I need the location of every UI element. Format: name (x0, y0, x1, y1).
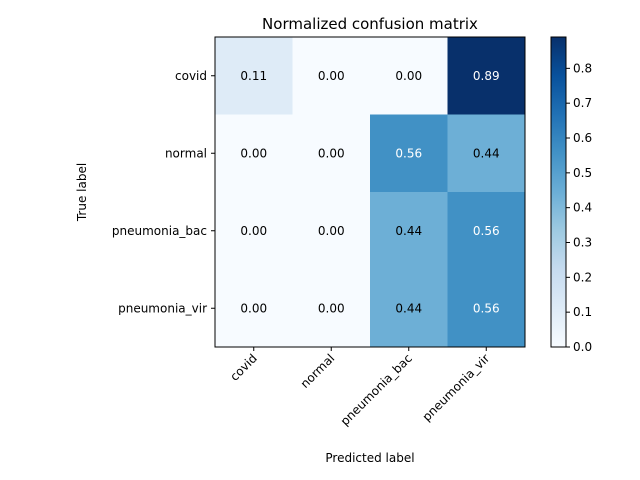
colorbar (550, 36, 567, 348)
cell-value-label: 0.00 (318, 301, 345, 315)
y-tick-label: pneumonia_vir (118, 301, 207, 315)
y-tick-label: covid (175, 69, 207, 83)
cell-value-label: 0.00 (318, 69, 345, 83)
heatmap-cell (292, 114, 371, 193)
heatmap-cell (292, 37, 371, 115)
cell-value-label: 0.00 (240, 301, 267, 315)
colorbar-ticks: 0.0 0.1 0.2 0.3 0.4 0.5 0.6 0.7 0.8 (566, 61, 592, 354)
x-axis-ticks: covid normal pneumonia_bac pneumonia_vir (227, 347, 492, 428)
cell-value-label: 0.56 (473, 301, 500, 315)
colorbar-tick-label: 0.2 (573, 270, 592, 284)
x-tick-label: pneumonia_vir (420, 351, 493, 424)
y-tick-label: pneumonia_bac (112, 224, 207, 238)
x-tick-label: covid (227, 351, 260, 384)
cell-value-label: 0.56 (395, 146, 422, 160)
cell-value-label: 0.44 (395, 224, 422, 238)
colorbar-tick-label: 0.6 (573, 131, 592, 145)
cell-value-label: 0.00 (318, 146, 345, 160)
cell-value-label: 0.00 (318, 224, 345, 238)
colorbar-tick-label: 0.0 (573, 340, 592, 354)
heatmap-cell (215, 269, 293, 348)
heatmap-cell (370, 114, 448, 193)
heatmap-cell (370, 37, 448, 115)
colorbar-tick-label: 0.1 (573, 305, 592, 319)
heatmap-cell (447, 192, 526, 270)
cell-value-label: 0.11 (240, 69, 267, 83)
heatmap-cell (215, 37, 293, 115)
colorbar-tick-label: 0.4 (573, 201, 592, 215)
y-axis-ticks: covid normal pneumonia_bac pneumonia_vir (112, 69, 215, 315)
heatmap-cell (215, 114, 293, 193)
heatmap-cells (215, 37, 526, 348)
heatmap-cell (370, 269, 448, 348)
heatmap-cell (447, 114, 526, 193)
cell-value-label: 0.00 (240, 224, 267, 238)
colorbar-tick-label: 0.5 (573, 166, 592, 180)
cell-value-label: 0.00 (395, 69, 422, 83)
heatmap-cell (292, 269, 371, 348)
chart-title: Normalized confusion matrix (262, 15, 478, 33)
colorbar-tick-label: 0.8 (573, 61, 592, 75)
x-tick-label: pneumonia_bac (338, 351, 415, 428)
colorbar-tick-label: 0.7 (573, 96, 592, 110)
y-axis-label: True label (75, 163, 89, 222)
plot-frame (214, 36, 526, 348)
cell-value-label: 0.44 (395, 301, 422, 315)
cell-value-label: 0.89 (473, 69, 500, 83)
heatmap-cell (292, 192, 371, 270)
cell-value-label: 0.44 (473, 146, 500, 160)
heatmap-cell (215, 192, 293, 270)
heatmap-cell (447, 269, 526, 348)
heatmap-cell (370, 192, 448, 270)
x-axis-label: Predicted label (325, 451, 414, 465)
cell-value-label: 0.00 (240, 146, 267, 160)
colorbar-tick-label: 0.3 (573, 236, 592, 250)
heatmap-cell-labels: 0.11 0.00 0.00 0.89 0.00 0.00 0.56 0.44 0.00 0.00… (240, 69, 499, 316)
cell-value-label: 0.56 (473, 224, 500, 238)
y-tick-label: normal (165, 146, 207, 160)
heatmap-cell (447, 37, 526, 115)
x-tick-label: normal (298, 351, 338, 391)
